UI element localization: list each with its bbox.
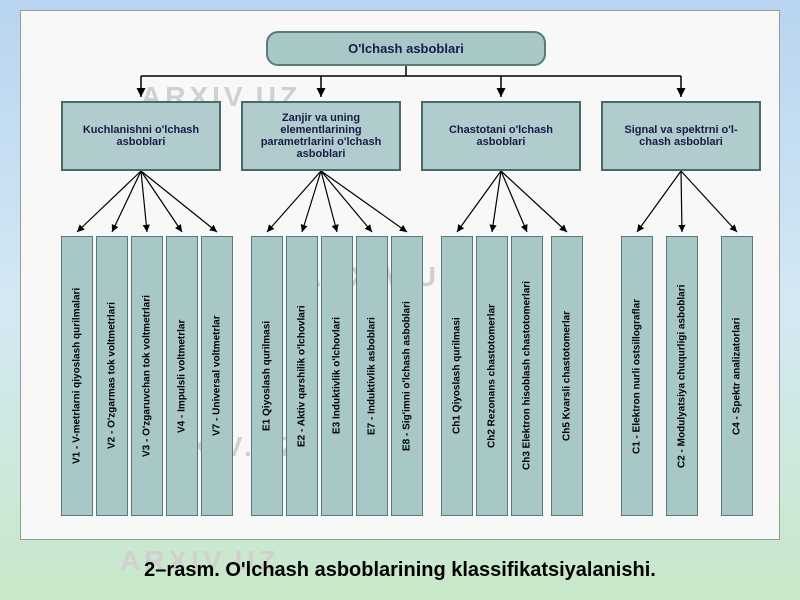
figure-caption: 2–rasm. O'lchash asboblarining klassifik… [0,559,800,582]
leaf-node: V7 - Universal voltmetrlar [201,236,233,516]
leaf-node: C2 - Modulyatsiya chuqurligi asboblari [666,236,698,516]
leaf-node: V3 - O'zgaruvchan tok voltmetrlari [131,236,163,516]
leaf-node: V4 - Impulsli voltmetrlar [166,236,198,516]
leaf-node: V1 - V-metrlarni qiyoslash qurilmalari [61,236,93,516]
leaf-node: Ch2 Rezonans chastotomerlar [476,236,508,516]
leaf-node: E8 - Sig'imni o'lchash asboblari [391,236,423,516]
category-node: Zanjir va uning elementlarining parametr… [241,101,401,171]
category-node: Signal va spektrni o'l- chash asboblari [601,101,761,171]
leaf-node: Ch1 Qiyoslash qurilmasi [441,236,473,516]
leaf-node: E3 Induktivlik o'lchovlari [321,236,353,516]
leaf-node: C1 - Elektron nurli ostsillograflar [621,236,653,516]
leaf-node: C4 - Spektr analizatorlari [721,236,753,516]
leaf-node: E2 - Aktiv qarshilik o'lchovlari [286,236,318,516]
leaf-node: Ch3 Elektron hisoblash chastotomerlari [511,236,543,516]
category-node: Chastotani o'lchash asboblari [421,101,581,171]
leaf-node: Ch5 Kvarsli chastotomerlar [551,236,583,516]
leaf-node: V2 - O'zgarmas tok voltmetrlari [96,236,128,516]
root-node: O'lchash asboblari [266,31,546,66]
leaf-node: E7 - Induktivlik asboblari [356,236,388,516]
chart-container: ARXIV.UZ ARXIV.UZ ARXIV.UZ [20,10,780,540]
category-node: Kuchlanishni o'lchash asboblari [61,101,221,171]
leaf-node: E1 Qiyoslash qurilmasi [251,236,283,516]
